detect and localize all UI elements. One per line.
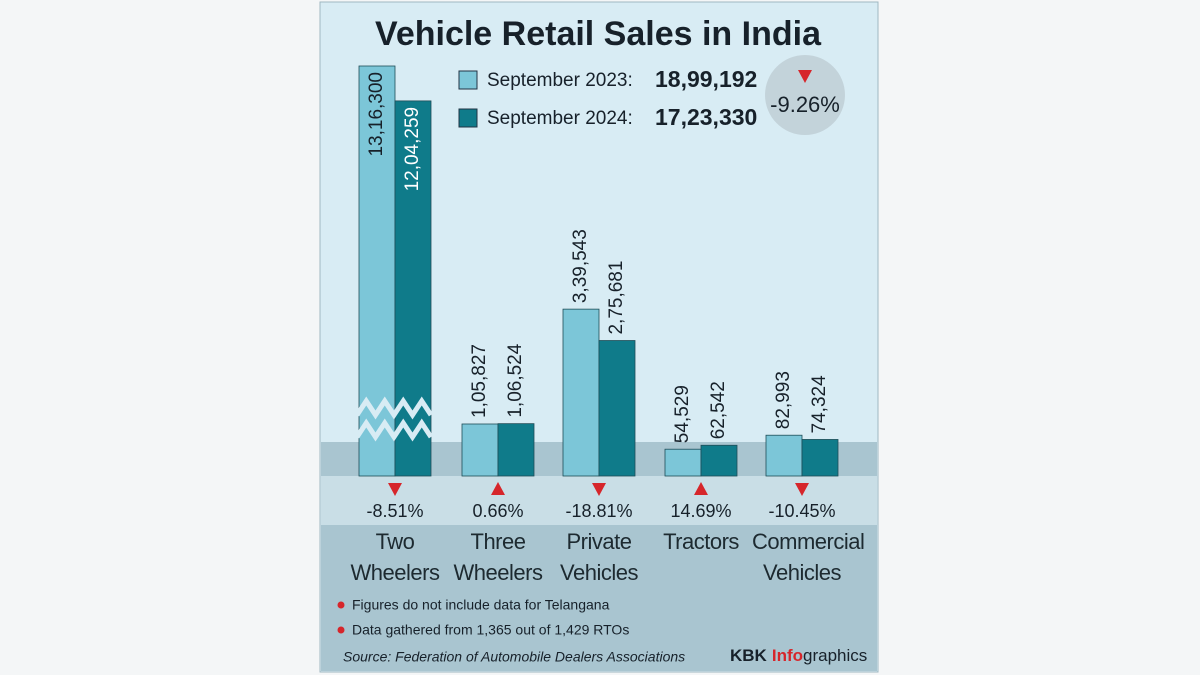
bar: [562, 308, 600, 477]
change-label: -10.45%: [768, 501, 835, 521]
change-arrow: [592, 483, 606, 496]
change-arrow: [798, 70, 812, 83]
change-arrow: [694, 482, 708, 495]
value-label: 62,542: [708, 381, 729, 439]
bar: [461, 423, 499, 477]
label-band: [321, 525, 877, 671]
value-label: 74,324: [809, 375, 830, 434]
x-tick-label: Tractors: [663, 529, 739, 554]
legend-swatch: [458, 70, 478, 90]
x-tick-label: Commercial Vehicles: [752, 529, 865, 585]
change-arrow: [795, 483, 809, 496]
chart-title: Vehicle Retail Sales in India: [375, 15, 822, 53]
legend-label: September 2023:: [487, 70, 633, 91]
source: Source: Federation of Automobile Dealers…: [343, 649, 685, 665]
x-tick-label: Two Wheelers: [350, 529, 440, 585]
axis-break: [354, 396, 434, 420]
note-bullet: [337, 601, 345, 609]
value-label: 54,529: [672, 385, 693, 443]
change-label: 14.69%: [670, 501, 731, 521]
bar: [497, 423, 535, 477]
brand-part: Info: [772, 646, 803, 665]
change-arrow: [491, 482, 505, 495]
x-tick-label: Three Wheelers: [453, 529, 543, 585]
legend-total: 17,23,330: [655, 104, 757, 130]
value-label: 82,993: [773, 371, 794, 429]
bar: [801, 439, 839, 477]
axis-break: [354, 418, 434, 442]
change-arrow: [388, 483, 402, 496]
note: Data gathered from 1,365 out of 1,429 RT…: [352, 622, 629, 638]
note: Figures do not include data for Telangan…: [352, 597, 610, 613]
bar: [700, 444, 738, 477]
value-label: 2,75,681: [606, 261, 627, 335]
bar: [765, 434, 803, 477]
legend-total: 18,99,192: [655, 66, 757, 92]
brand-part: KBK: [730, 646, 768, 665]
change-label: -18.81%: [565, 501, 632, 521]
legend-label: September 2024:: [487, 108, 633, 129]
bar: [598, 340, 636, 477]
value-label: 12,04,259: [402, 107, 423, 192]
legend-swatch: [458, 108, 478, 128]
value-label: 13,16,300: [366, 72, 387, 157]
value-label: 1,05,827: [469, 344, 490, 418]
change-label: -8.51%: [366, 501, 423, 521]
x-tick-label: Private Vehicles: [560, 529, 638, 585]
value-label: 3,39,543: [570, 229, 591, 303]
value-label: 1,06,524: [505, 343, 526, 417]
note-bullet: [337, 626, 345, 634]
bar: [664, 448, 702, 477]
change-label: 0.66%: [472, 501, 523, 521]
brand-part: graphics: [803, 646, 867, 665]
brand: KBK Infographics: [730, 646, 867, 665]
change-label: -9.26%: [770, 92, 840, 117]
change-circle: [765, 55, 845, 135]
